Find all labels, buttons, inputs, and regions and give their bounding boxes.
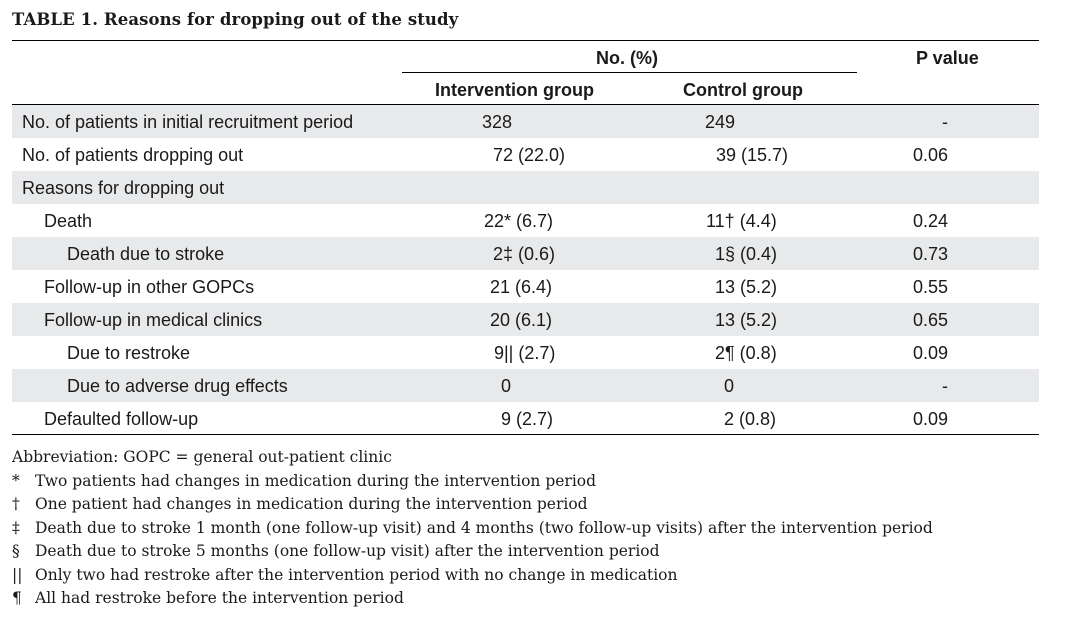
- row-label: Death due to stroke: [67, 244, 225, 264]
- table-row: Defaulted follow-up 9 (2.7) 2 (0.8) 0.09: [12, 402, 1039, 435]
- data-table: No. (%) P value Intervention group Contr…: [12, 40, 1039, 436]
- header-p-value: P value: [916, 48, 979, 68]
- footnote-symbol: †: [12, 495, 20, 513]
- cell-control: 13 (5.2): [715, 277, 778, 297]
- header-intervention-group: Intervention group: [435, 80, 594, 100]
- footnote: † One patient had changes in medication …: [12, 493, 1052, 517]
- row-label: No. of patients dropping out: [22, 145, 244, 165]
- cell-intervention: 9 (2.7): [501, 409, 554, 429]
- header-bottom-rule: [12, 104, 1039, 105]
- header-control-group: Control group: [683, 80, 803, 100]
- table-row: No. of patients dropping out 72 (22.0) 3…: [12, 138, 1039, 171]
- cell-control: 11† (4.4): [706, 211, 777, 231]
- cell-intervention: 72 (22.0): [493, 145, 566, 165]
- cell-p-value: 0.55: [912, 277, 949, 297]
- cell-p-value: 0.06: [912, 145, 949, 165]
- footnote-text: Only two had restroke after the interven…: [35, 565, 678, 584]
- footnote-symbol: §: [12, 542, 20, 560]
- footnote: ¶ All had restroke before the interventi…: [12, 587, 1052, 611]
- footnote: § Death due to stroke 5 months (one foll…: [12, 540, 1052, 564]
- header-group-label: No. (%): [596, 48, 658, 68]
- abbreviation-note: Abbreviation: GOPC = general out-patient…: [12, 446, 1052, 470]
- cell-intervention: 20 (6.1): [490, 310, 553, 330]
- row-label: Follow-up in medical clinics: [44, 310, 263, 330]
- table-row: No. of patients in initial recruitment p…: [12, 105, 1039, 138]
- footnote-symbol: ‡: [12, 518, 20, 537]
- footnote-text: All had restroke before the intervention…: [35, 589, 404, 607]
- cell-control: 2¶ (0.8): [715, 343, 777, 363]
- footnote: ‡ Death due to stroke 1 month (one follo…: [12, 517, 1052, 541]
- table-body: No. of patients in initial recruitment p…: [12, 105, 1039, 435]
- footnote-text: One patient had changes in medication du…: [35, 495, 588, 513]
- footnote-symbol: *: [12, 471, 20, 490]
- cell-p-value: 0.09: [912, 409, 949, 429]
- footnote: * Two patients had changes in medication…: [12, 470, 1052, 494]
- cell-intervention: 9|| (2.7): [494, 343, 556, 363]
- table-row: Reasons for dropping out: [12, 171, 1039, 204]
- cell-p-value: -: [942, 376, 948, 396]
- row-label: Defaulted follow-up: [44, 409, 199, 429]
- cell-p-value: 0.09: [912, 343, 949, 363]
- cell-p-value: -: [942, 112, 948, 132]
- cell-control: 2 (0.8): [724, 409, 777, 429]
- table-bottom-rule: [12, 434, 1039, 435]
- footnote-symbol: ¶: [12, 589, 22, 607]
- footnote-symbol: ||: [12, 565, 23, 584]
- table-row: Due to adverse drug effects 0 0 -: [12, 369, 1039, 402]
- cell-control: 39 (15.7): [716, 145, 789, 165]
- cell-p-value: 0.24: [912, 211, 949, 231]
- table-row: Death 22* (6.7) 11† (4.4) 0.24: [12, 204, 1039, 237]
- row-label: Due to adverse drug effects: [67, 376, 288, 396]
- table-top-rule: [12, 40, 1039, 41]
- header-span-rule: [402, 72, 857, 73]
- row-label: No. of patients in initial recruitment p…: [22, 112, 354, 132]
- cell-control: 249: [705, 112, 736, 132]
- cell-intervention: 0: [501, 376, 512, 396]
- cell-p-value: 0.65: [912, 310, 949, 330]
- table-row: Follow-up in medical clinics 20 (6.1) 13…: [12, 303, 1039, 336]
- footnote-text: Death due to stroke 5 months (one follow…: [35, 542, 660, 560]
- abbreviation-text: Abbreviation: GOPC = general out-patient…: [12, 448, 392, 466]
- row-label: Follow-up in other GOPCs: [44, 277, 255, 297]
- footnote-text: Two patients had changes in medication d…: [35, 471, 597, 490]
- cell-control: 13 (5.2): [715, 310, 778, 330]
- cell-intervention: 2‡ (0.6): [493, 244, 556, 264]
- cell-control: 0: [724, 376, 735, 396]
- cell-intervention: 21 (6.4): [490, 277, 553, 297]
- table-row: Follow-up in other GOPCs 21 (6.4) 13 (5.…: [12, 270, 1039, 303]
- cell-control: 1§ (0.4): [715, 244, 778, 264]
- cell-p-value: 0.73: [912, 244, 949, 264]
- row-label: Due to restroke: [67, 343, 191, 363]
- cell-intervention: 22* (6.7): [484, 211, 554, 231]
- cell-intervention: 328: [482, 112, 513, 132]
- table-row: Due to restroke 9|| (2.7) 2¶ (0.8) 0.09: [12, 336, 1039, 369]
- table-footnotes: Abbreviation: GOPC = general out-patient…: [12, 446, 1052, 611]
- row-label: Reasons for dropping out: [22, 178, 225, 198]
- table-row: Death due to stroke 2‡ (0.6) 1§ (0.4) 0.…: [12, 237, 1039, 270]
- footnote-text: Death due to stroke 1 month (one follow-…: [35, 518, 933, 537]
- table-caption: TABLE 1. Reasons for dropping out of the…: [12, 10, 459, 29]
- footnote: || Only two had restroke after the inter…: [12, 564, 1052, 588]
- row-label: Death: [44, 211, 93, 231]
